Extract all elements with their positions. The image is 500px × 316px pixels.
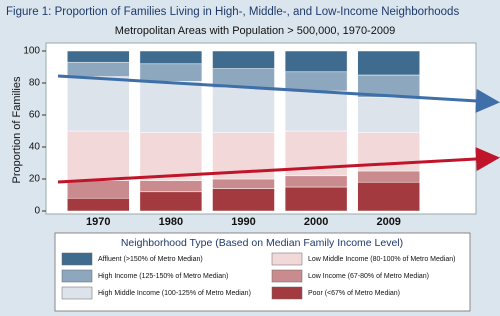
bar-segment (139, 180, 203, 193)
bar-segment (284, 50, 348, 73)
bar-segment (212, 50, 275, 69)
y-tick-label: 100 (23, 46, 40, 57)
bar-segment (67, 61, 130, 77)
y-tick-label: 0 (34, 206, 40, 217)
legend-label: Affluent (>150% of Metro Median) (98, 256, 203, 263)
legend-label: High Middle Income (100-125% of Metro Me… (98, 290, 251, 297)
bar-segment (212, 87, 275, 133)
bar-segment (67, 50, 130, 63)
chart-title: Figure 1: Proportion of Families Living … (6, 6, 459, 18)
bar-segment (284, 90, 348, 132)
bar-segment (284, 175, 348, 188)
x-tick-label: 2000 (304, 216, 328, 228)
bar-segment (139, 81, 203, 133)
y-tick-label: 80 (29, 78, 41, 89)
x-tick-label: 2009 (376, 216, 400, 228)
bar-segment (212, 188, 275, 212)
legend-label: High Income (125-150% of Metro Median) (98, 273, 228, 280)
bar-segment (139, 63, 203, 82)
bar-segment (67, 76, 130, 132)
x-tick-label: 1980 (159, 216, 183, 228)
legend-swatch (61, 252, 93, 266)
x-tick-label: 1990 (231, 216, 255, 228)
bar-segment (284, 71, 348, 92)
legend-swatch (61, 269, 93, 283)
bar-segment (67, 180, 130, 199)
bar-segment (357, 181, 420, 212)
trend-arrow (57, 147, 500, 184)
bar-segment (357, 97, 420, 133)
y-tick-label: 20 (29, 174, 41, 185)
legend-swatch (271, 269, 303, 283)
trend-arrow (57, 74, 500, 113)
legend-label: Low Middle Income (80-100% of Metro Medi… (308, 256, 455, 263)
legend-title: Neighborhood Type (Based on Median Famil… (121, 237, 403, 249)
legend (54, 232, 471, 312)
bar-segment (67, 130, 130, 181)
bar-segment (212, 178, 275, 189)
chart-subtitle: Metropolitan Areas with Population > 500… (115, 25, 395, 37)
bar-segment (139, 50, 203, 65)
y-tick-label: 40 (29, 142, 41, 153)
x-tick-label: 1970 (86, 216, 110, 228)
bar-segment (284, 186, 348, 212)
y-axis-label: Proportion of Families (11, 76, 23, 183)
legend-swatch (271, 252, 303, 266)
bar-segment (357, 170, 420, 183)
legend-label: Poor (<67% of Metro Median) (308, 290, 400, 297)
legend-swatch (61, 286, 93, 300)
y-tick-label: 60 (29, 110, 41, 121)
legend-label: Low Income (67-80% of Metro Median) (308, 273, 429, 280)
bar-segment (139, 191, 203, 212)
legend-swatch (271, 286, 303, 300)
bar-segment (67, 197, 130, 212)
bar-segment (357, 50, 420, 76)
